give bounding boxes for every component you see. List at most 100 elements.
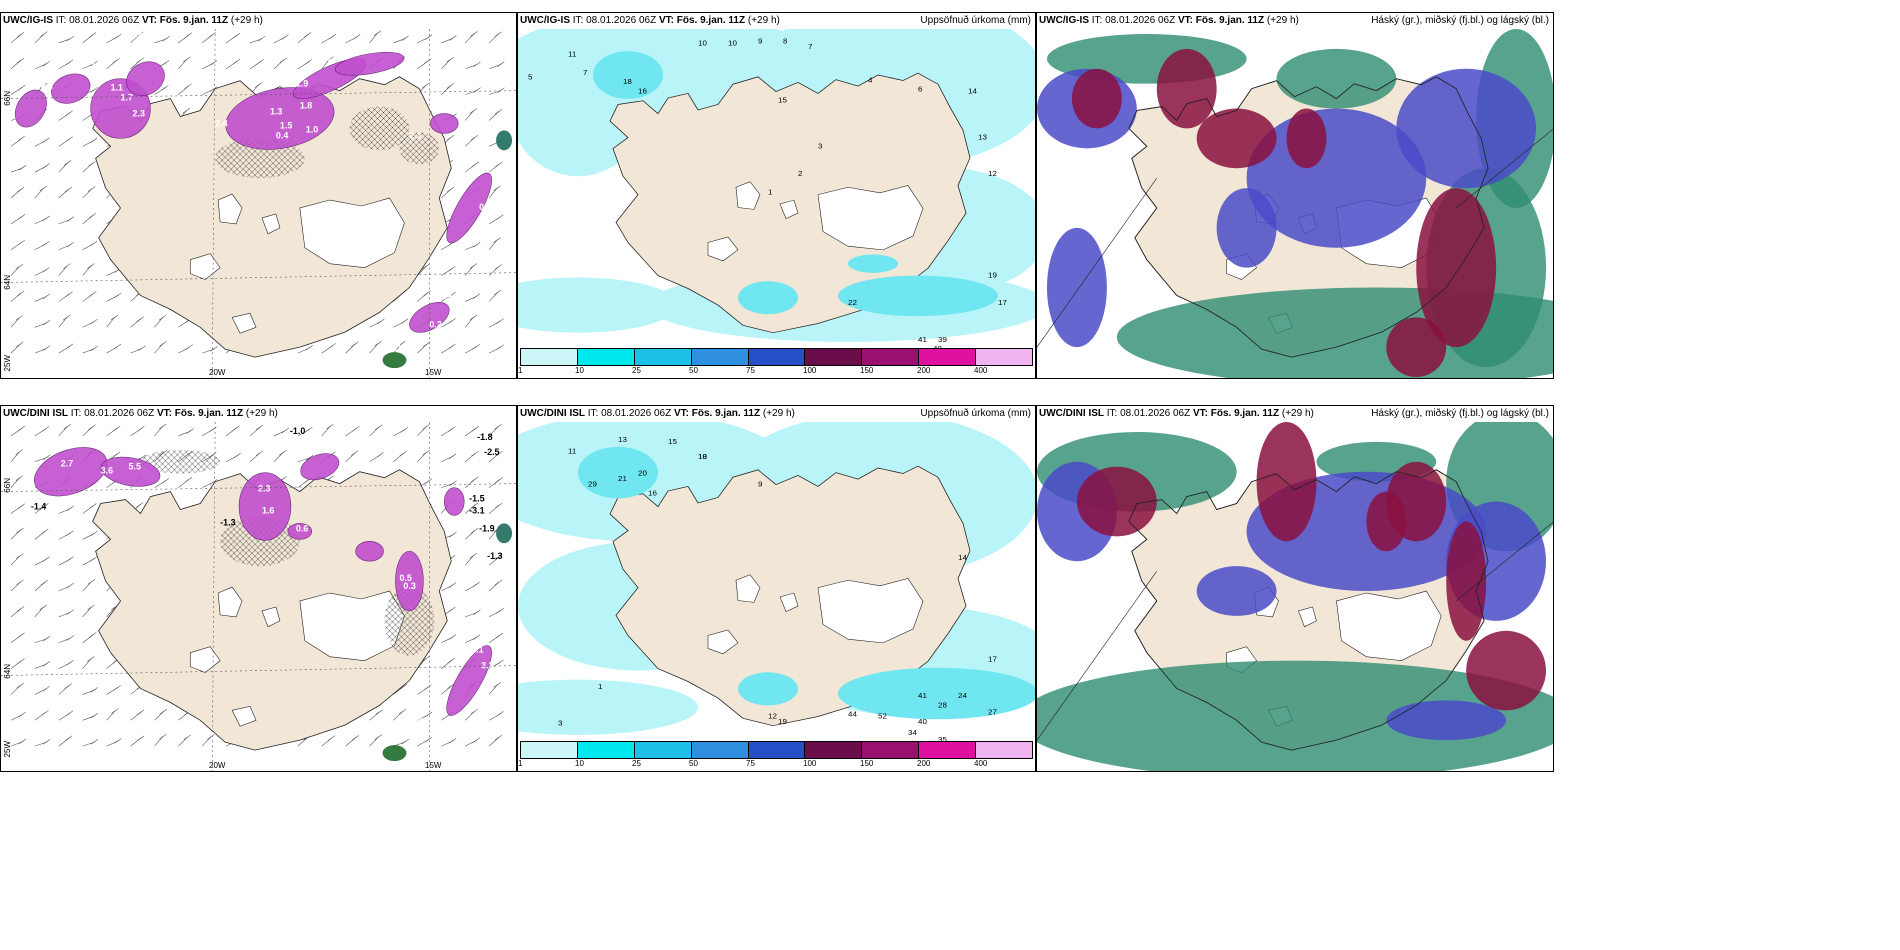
wind-barb: [58, 110, 73, 121]
precip-accum-value: 10: [698, 452, 707, 461]
precip-accum-value: 17: [998, 298, 1007, 307]
precip-accum-area: [518, 277, 678, 333]
weather-map[interactable]: 2.6 1.9 2.2 1.1 2.3 1.7 2.4 1.3 2.8 1.9 2.5 0.4 1.0 1…: [1, 29, 516, 378]
glacier-outline: [817, 185, 924, 251]
wind-barb: [465, 476, 479, 488]
glacier-outline: [189, 253, 221, 280]
wind-barb: [154, 733, 167, 747]
wind-barb: [34, 556, 50, 566]
wind-barb: [106, 738, 122, 747]
wind-barb: [82, 604, 95, 618]
precip-value-label: 2.1: [409, 130, 421, 140]
precip-value-label: 0.9: [429, 714, 441, 724]
wind-barb: [10, 579, 24, 592]
colorbar-swatch: [805, 742, 863, 758]
rain-precip-area: [382, 745, 407, 762]
wind-barb: [465, 634, 481, 644]
precip-accum-area: [848, 254, 898, 273]
wind-barb: [369, 340, 382, 354]
wind-barb: [34, 185, 47, 199]
wind-barb: [345, 34, 361, 44]
panel-subtitle: Háský (gr.), miðský (fj.bl.) og lágský (…: [1371, 15, 1549, 26]
colorbar-swatch: [862, 349, 920, 365]
wind-barb: [465, 61, 481, 70]
wind-barb: [34, 345, 51, 354]
wind-barb: [82, 712, 99, 721]
wind-barb: [58, 263, 71, 276]
precip-value-label: 1.6: [262, 505, 274, 515]
weather-map[interactable]: 13 15 10 11 9 29 21 20 16 18 14 24 28 17 27 41 44 52 40 34 3…: [518, 422, 1035, 745]
wind-barb: [488, 318, 504, 328]
weather-map[interactable]: 1010987117518161413126432115223941401917: [518, 29, 1035, 352]
mid-cloud-area: [1046, 227, 1107, 348]
precip-value-label: 0.6: [296, 523, 308, 533]
glacier-outline: [707, 236, 739, 262]
colorbar-swatches: [520, 741, 1033, 759]
wind-barb: [488, 502, 503, 514]
colorbar-swatches: [520, 348, 1033, 366]
weather-map[interactable]: -1.0 -1.8 -2.5 2.7 3.6 5.5 -1.4 -1.3 2.3 1.6 0.6 -1…: [1, 422, 516, 771]
wind-barb: [58, 343, 74, 354]
wind-barb: [58, 710, 74, 721]
panel-top-left: UWC/IG-IS IT: 08.01.2026 06Z VT: Fös. 9.…: [0, 12, 517, 379]
glacier-outline: [735, 574, 761, 603]
colorbar-swatch: [805, 349, 863, 365]
colorbar-swatch: [919, 742, 977, 758]
lat-label: 64N: [3, 664, 12, 679]
wind-barb: [321, 423, 334, 437]
wind-barb: [34, 685, 50, 695]
wind-barb: [202, 86, 218, 95]
iceland-coastline: [1128, 469, 1489, 751]
precip-value-label: 1.9: [91, 59, 103, 69]
colorbar: 1 10 25 50 75 100 150 200 400: [518, 741, 1033, 768]
precip-accum-value: 35: [938, 736, 947, 745]
snow-precip-area: [225, 87, 335, 150]
wind-barb: [417, 711, 433, 721]
wind-barb: [369, 30, 382, 44]
mid-cloud-area: [1196, 566, 1277, 616]
wind-barb: [82, 212, 97, 225]
colorbar-label: 200: [917, 759, 931, 768]
wind-barb: [488, 734, 503, 747]
weather-map[interactable]: [1037, 422, 1553, 771]
precip-accum-value: 12: [988, 170, 997, 179]
precip-value-label: 2.2: [41, 81, 53, 91]
wind-barb: [82, 739, 99, 747]
colorbar-swatch: [521, 742, 578, 758]
wind-barb: [464, 528, 479, 540]
precip-value-label: 1.7: [121, 93, 133, 103]
wind-barb: [58, 635, 75, 644]
wind-barb: [10, 682, 24, 695]
wind-barb: [82, 318, 98, 328]
precip-accum-area: [738, 281, 798, 315]
wind-barb: [10, 738, 27, 747]
wind-barb: [154, 423, 167, 437]
wind-barb: [417, 736, 432, 747]
wind-barb: [58, 556, 74, 566]
precip-accum-area: [838, 275, 998, 317]
wind-barb: [465, 450, 479, 463]
wind-barb: [34, 267, 50, 276]
precip-accum-value: 15: [778, 96, 787, 105]
wind-barb: [488, 554, 503, 566]
precip-value-label: 2.3: [258, 484, 270, 494]
wind-barb: [34, 528, 49, 540]
lat-gridline: [1, 483, 516, 492]
lat-label: 66N: [3, 478, 12, 493]
precip-accum-value: 10: [728, 39, 737, 48]
weather-map[interactable]: [1037, 29, 1553, 378]
wind-barb: [464, 314, 477, 328]
snow-precip-area: [334, 51, 405, 76]
precip-value-label: 3.3: [481, 661, 493, 671]
precip-value-label: 1.6: [409, 712, 421, 722]
wind-barb: [249, 58, 265, 70]
wind-barb: [82, 556, 98, 566]
wind-barb: [34, 137, 50, 147]
low-cloud-area: [1416, 188, 1497, 348]
wind-barb: [393, 450, 407, 462]
wind-barb: [154, 708, 168, 721]
wind-barb: [58, 291, 73, 302]
wind-barb: [464, 263, 478, 276]
wind-barb: [465, 737, 480, 747]
precip-accum-value: 28: [938, 701, 947, 710]
